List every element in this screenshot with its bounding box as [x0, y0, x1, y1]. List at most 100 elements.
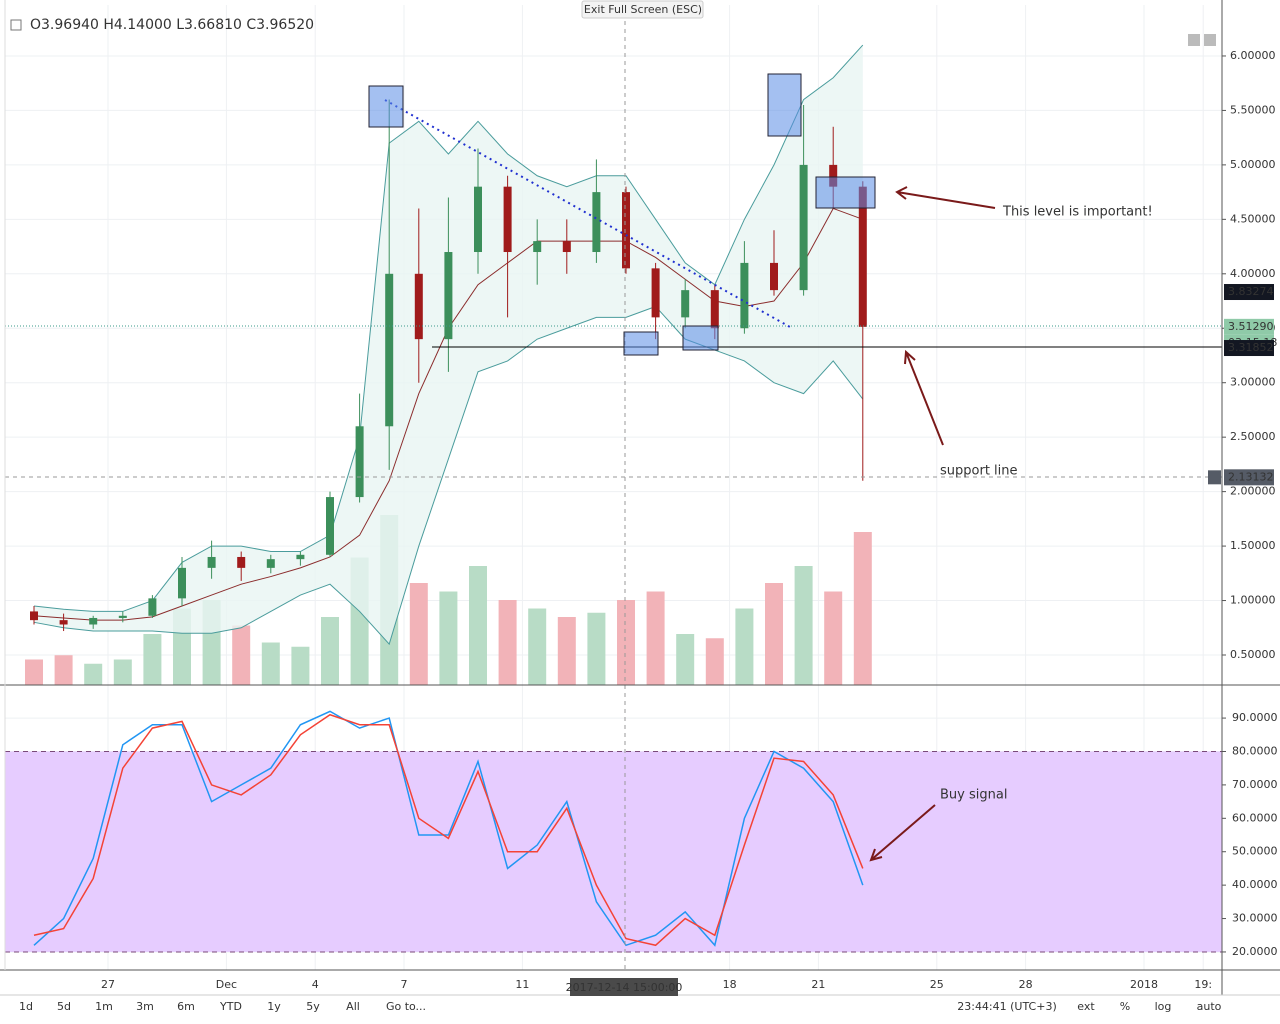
- candle-body: [592, 192, 601, 253]
- volume-bar: [113, 659, 132, 685]
- zone: [368, 85, 404, 128]
- x-tick-label: 25: [930, 978, 944, 991]
- exit-button[interactable]: [581, 0, 704, 19]
- band-line: [33, 44, 864, 612]
- text-layer: 0.50000 1.00000 1.50000 2.00000 2.50000 3.000…: [19, 49, 1277, 1013]
- candle-body: [444, 252, 453, 340]
- option-button[interactable]: %: [1120, 1000, 1130, 1013]
- arrows: [869, 186, 996, 862]
- y-tick-label: 30.0000: [1232, 912, 1278, 925]
- price-marker: [1224, 469, 1274, 486]
- y-tick-label: 5.00000: [1230, 158, 1276, 171]
- candle-body: [355, 426, 364, 498]
- x-tick-label: 27: [101, 978, 115, 991]
- range-button[interactable]: Go to...: [386, 1000, 426, 1013]
- candle-body: [237, 556, 246, 568]
- arrow: [895, 186, 996, 209]
- y-tick-label: 1.00000: [1230, 594, 1276, 607]
- range-button[interactable]: 3m: [136, 1000, 154, 1013]
- volume-bar: [261, 642, 280, 685]
- x-tick-label: 7: [401, 978, 408, 991]
- stoch-band: [5, 751, 1222, 952]
- arrow: [869, 804, 936, 862]
- option-button[interactable]: auto: [1197, 1000, 1222, 1013]
- candle-body: [622, 192, 630, 269]
- candle-body: [681, 290, 690, 318]
- volume-bar: [84, 663, 103, 685]
- price-marker-label: 3.83274: [1228, 285, 1274, 298]
- range-button[interactable]: 1d: [19, 1000, 33, 1013]
- price-marker-label: 3.31852: [1228, 341, 1274, 354]
- volume-bar: [439, 591, 458, 685]
- range-button[interactable]: 1y: [267, 1000, 281, 1013]
- exit-button-label[interactable]: Exit Full Screen (ESC): [584, 3, 702, 16]
- x-tick-label: 4: [312, 978, 319, 991]
- x-tick-label: 2018: [1130, 978, 1158, 991]
- volume-bar: [676, 634, 695, 685]
- candle-body: [89, 617, 98, 625]
- volume-bar: [617, 600, 635, 685]
- zone: [623, 331, 659, 356]
- range-button[interactable]: All: [346, 1000, 360, 1013]
- y-tick-label: 80.0000: [1232, 744, 1278, 757]
- candle-body: [326, 497, 334, 555]
- range-button[interactable]: 5y: [306, 1000, 320, 1013]
- y-tick-label: 40.0000: [1232, 878, 1278, 891]
- volume-bar: [25, 659, 43, 685]
- pane-buttons: [1188, 34, 1216, 46]
- volume-bar: [143, 634, 162, 685]
- symbol-icon[interactable]: [10, 19, 22, 31]
- volume-bar: [409, 583, 428, 685]
- volume-bar: [557, 617, 576, 685]
- range-button[interactable]: 1m: [95, 1000, 113, 1013]
- zone: [682, 325, 719, 351]
- volume-bar: [705, 638, 724, 685]
- button[interactable]: [1204, 34, 1216, 46]
- y-tick-label: 5.50000: [1230, 103, 1276, 116]
- y-tick-label: 90.0000: [1232, 711, 1278, 724]
- candle-body: [474, 186, 482, 253]
- volume-bar: [853, 532, 872, 685]
- range-button[interactable]: YTD: [219, 1000, 242, 1013]
- candle-body: [385, 273, 394, 427]
- price-marker: [1224, 318, 1274, 335]
- candle-body: [829, 164, 838, 187]
- volume-bar: [469, 566, 487, 685]
- x-tick-label: 18: [723, 978, 737, 991]
- y-tick-label: 6.00000: [1230, 49, 1276, 62]
- ohlc: O3.96940 H4.14000 L3.66810 C3.96520: [30, 17, 314, 33]
- crosshair-box: [570, 978, 678, 996]
- button[interactable]: [1188, 34, 1200, 46]
- annotation: Buy signal: [940, 788, 1007, 803]
- plus-button[interactable]: [1208, 470, 1221, 485]
- x-tick-label: 19:: [1194, 978, 1212, 991]
- volume-bar: [54, 655, 73, 685]
- y-tick-label: 4.50000: [1230, 212, 1276, 225]
- zones: [368, 73, 876, 356]
- option-button[interactable]: log: [1155, 1000, 1172, 1013]
- y-tick-label: 60.0000: [1232, 811, 1278, 824]
- volume-bar: [646, 591, 665, 685]
- y-tick-label: 20.0000: [1232, 945, 1278, 958]
- volume-bar: [232, 625, 251, 685]
- y-tick-label: 50.0000: [1232, 845, 1278, 858]
- candle-body: [266, 559, 275, 568]
- zone: [815, 176, 876, 209]
- annotation: This level is important!: [1002, 205, 1153, 220]
- volume-bar: [824, 591, 843, 685]
- arrow: [904, 349, 944, 446]
- range-button[interactable]: 5d: [57, 1000, 71, 1013]
- candle-body: [296, 554, 305, 560]
- y-tick-label: 2.50000: [1230, 430, 1276, 443]
- candle-body: [30, 611, 38, 621]
- clock: 23:44:41 (UTC+3): [957, 1000, 1057, 1013]
- price-marker: [1224, 340, 1274, 357]
- candle-body: [148, 598, 157, 616]
- candle-body: [710, 290, 719, 329]
- option-button[interactable]: ext: [1077, 1000, 1095, 1013]
- x-tick-label: 11: [515, 978, 529, 991]
- range-button[interactable]: 6m: [177, 1000, 195, 1013]
- price-marker-label: 2.13132: [1228, 470, 1274, 483]
- volume-bar: [587, 612, 606, 685]
